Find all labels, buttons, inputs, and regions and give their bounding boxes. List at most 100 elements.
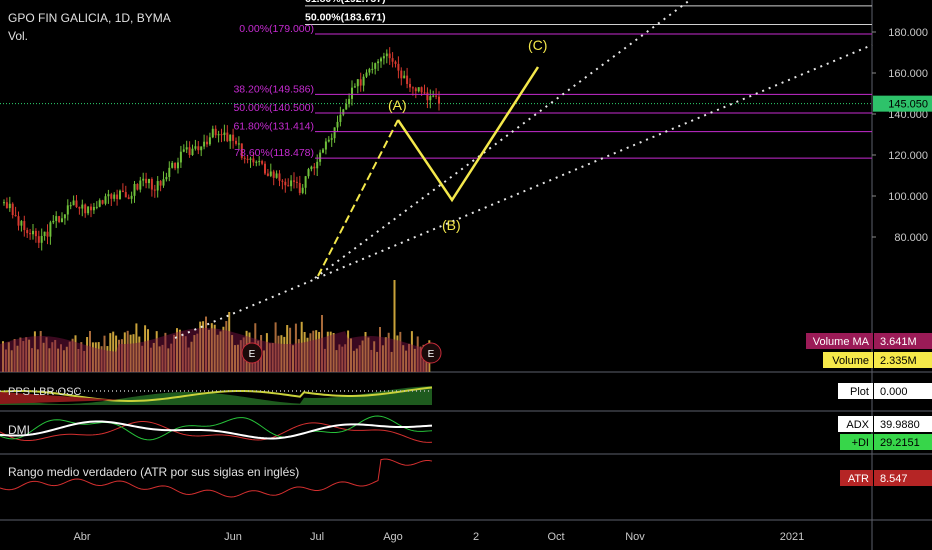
volume-bar xyxy=(222,326,225,372)
time-axis-label: Nov xyxy=(625,531,645,543)
candle-body xyxy=(23,221,26,231)
candle-body xyxy=(359,79,362,86)
candle-body xyxy=(400,70,403,79)
volume-bar xyxy=(167,348,170,372)
candle-body xyxy=(185,147,188,150)
candle-body xyxy=(121,190,124,193)
candle-body xyxy=(165,177,168,180)
fib-extension-label: 61.80%(192.757) xyxy=(305,0,386,5)
volume-bar xyxy=(358,345,361,372)
candle-body xyxy=(11,203,14,216)
plot-name-badge xyxy=(838,383,873,399)
earnings-marker[interactable] xyxy=(420,342,442,364)
candle-body xyxy=(385,53,388,57)
candle-body xyxy=(255,161,258,163)
volume-bar xyxy=(219,331,222,372)
price-axis-label: 100.000 xyxy=(888,191,928,203)
volume-bar xyxy=(321,315,323,372)
candle-body xyxy=(380,58,382,62)
candle-body xyxy=(266,173,269,176)
volume-bar xyxy=(283,336,286,372)
volume-bar xyxy=(74,335,77,372)
volume-bar xyxy=(86,337,89,372)
atr-label: Rango medio verdadero (ATR por sus sigla… xyxy=(8,465,299,479)
volume-bar xyxy=(123,332,126,372)
candle-body xyxy=(130,195,133,199)
candle-body xyxy=(258,161,261,163)
volume-bar xyxy=(77,349,80,372)
plus-di-name-badge xyxy=(840,434,873,450)
volume-bar xyxy=(413,348,416,372)
atr-name: ATR xyxy=(848,473,869,485)
candle-body xyxy=(40,235,43,243)
candle-body xyxy=(226,132,229,142)
candle-body xyxy=(217,134,220,136)
time-axis-label: Jun xyxy=(224,531,242,543)
volume-bar xyxy=(28,339,31,372)
volume-bar xyxy=(323,348,326,372)
volume-bar xyxy=(280,335,283,372)
volume-bar xyxy=(379,327,381,372)
volume-bar xyxy=(361,340,364,372)
volume-bar xyxy=(129,334,132,372)
candle-body xyxy=(319,152,322,162)
volume-bar xyxy=(31,348,33,372)
wave-label-b: (B) xyxy=(442,217,461,233)
volume-bar xyxy=(332,332,335,372)
volume-bar xyxy=(155,331,158,372)
volume-bar xyxy=(350,338,352,372)
candle-body xyxy=(174,162,177,169)
candle-body xyxy=(316,161,319,169)
candle-body xyxy=(342,109,345,115)
candle-body xyxy=(371,68,374,70)
volume-bar xyxy=(370,349,373,372)
time-axis-label: Ago xyxy=(383,531,403,543)
candle-body xyxy=(17,216,20,226)
volume-bar xyxy=(89,330,91,372)
candle-body xyxy=(403,75,406,79)
candle-body xyxy=(290,180,293,187)
candle-body xyxy=(159,181,162,186)
candle-body xyxy=(104,196,107,204)
volume-bar xyxy=(228,312,231,372)
volume-bar xyxy=(341,346,344,372)
volume-bar xyxy=(135,323,138,372)
volume-ma-name: Volume MA xyxy=(813,336,870,348)
symbol-title: GPO FIN GALICIA, 1D, BYMA xyxy=(8,11,171,25)
volume-bar xyxy=(419,346,422,372)
volume-bar xyxy=(318,331,321,372)
candle-body xyxy=(84,204,87,214)
candle-body xyxy=(8,203,11,209)
volume-bar xyxy=(384,337,387,372)
volume-name-badge xyxy=(823,352,873,368)
earnings-marker[interactable] xyxy=(241,342,263,364)
volume-bar xyxy=(236,344,239,372)
candle-body xyxy=(26,230,29,234)
volume-bar xyxy=(234,345,236,372)
volume-bar xyxy=(103,335,106,372)
volume-bar xyxy=(268,343,271,372)
volume-bar xyxy=(94,342,97,372)
trendline-lower xyxy=(174,44,873,339)
candle-body xyxy=(414,88,417,92)
time-axis-label: 2021 xyxy=(780,531,804,543)
candle-body xyxy=(365,72,368,77)
candle-body xyxy=(307,169,310,177)
candle-body xyxy=(237,143,240,145)
candle-body xyxy=(438,96,440,104)
candle-body xyxy=(220,134,223,136)
volume-bar xyxy=(274,322,277,372)
candle-body xyxy=(63,214,66,219)
plus-di-name: +DI xyxy=(852,437,869,449)
candle-body xyxy=(142,178,145,181)
candle-body xyxy=(394,61,397,64)
volume-bar xyxy=(367,337,370,372)
candle-body xyxy=(330,138,333,140)
candle-body xyxy=(397,63,400,71)
adx-name-badge xyxy=(838,416,873,432)
volume-bar xyxy=(109,333,112,372)
volume-bar xyxy=(416,336,419,372)
volume-bar xyxy=(297,339,300,372)
volume-bar xyxy=(161,344,164,372)
